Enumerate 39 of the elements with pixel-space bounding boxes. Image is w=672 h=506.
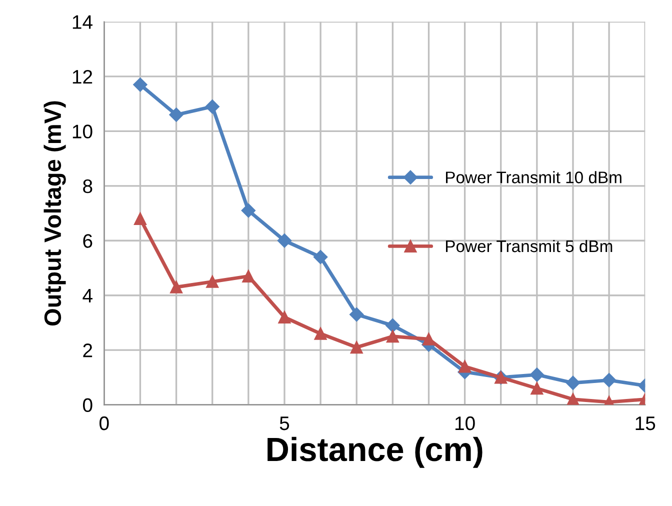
point — [566, 376, 580, 390]
y-tick-label: 14 — [72, 15, 92, 29]
point — [386, 318, 400, 333]
point — [458, 360, 472, 373]
point — [241, 203, 256, 218]
y-tick-label: 8 — [83, 179, 92, 194]
y-tick-label: 0 — [82, 398, 92, 412]
point — [530, 368, 544, 382]
y-tick-label: 2 — [83, 344, 92, 358]
point — [277, 234, 292, 248]
point — [205, 99, 220, 114]
y-axis-title: Output Voltage (mV) — [44, 101, 66, 326]
x-tick-label: 0 — [100, 416, 109, 430]
x-axis-title: Distance (cm) — [268, 436, 482, 468]
y-tick-label: 4 — [82, 289, 92, 302]
point — [350, 341, 363, 354]
y-tick-label: 10 — [72, 124, 92, 138]
x-tick-label: 10 — [455, 416, 475, 430]
point — [350, 307, 364, 322]
point — [278, 310, 291, 324]
x-tick-label: 5 — [280, 416, 290, 430]
point — [566, 393, 580, 405]
point — [602, 373, 616, 388]
point — [169, 108, 184, 122]
point — [422, 332, 435, 346]
point — [314, 327, 327, 340]
y-tick-label: 6 — [83, 234, 92, 248]
point — [206, 275, 219, 288]
legend-label: Power Transmit 10 dBm — [446, 171, 622, 184]
y-tick-label: 12 — [72, 70, 92, 84]
point — [134, 212, 146, 225]
point — [313, 250, 328, 264]
legend-label: Power Transmit 5 dBm — [446, 240, 612, 252]
point — [242, 270, 255, 282]
point — [386, 330, 399, 343]
point — [133, 78, 148, 92]
point — [530, 382, 544, 395]
x-tick-label: 15 — [636, 416, 656, 430]
point — [170, 280, 183, 294]
